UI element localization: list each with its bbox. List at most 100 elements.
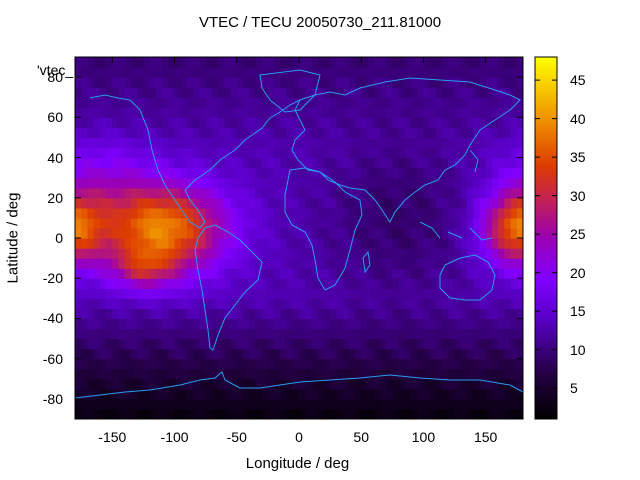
heatmap-cell [255,227,263,239]
heatmap-cell [373,77,381,88]
heatmap-cell [292,227,300,239]
heatmap-cell [305,238,313,249]
heatmap-cell [180,127,188,139]
heatmap-cell [504,127,512,139]
heatmap-cell [311,388,319,400]
heatmap-cell [187,217,194,229]
heatmap-cell [336,147,344,159]
heatmap-cell [379,137,387,149]
heatmap-cell [149,77,157,88]
heatmap-cell [467,197,474,209]
heatmap-cell [236,408,244,419]
heatmap-cell [75,77,82,88]
heatmap-cell [236,117,244,128]
heatmap-cell [99,278,107,289]
heatmap-cell [131,378,138,390]
heatmap-cell [417,137,425,149]
heatmap-cell [236,197,244,209]
heatmap-cell [249,187,257,199]
heatmap-cell [448,248,456,259]
coastlines [75,69,523,399]
heatmap-cell [255,127,263,139]
heatmap-cell [379,268,387,279]
heatmap-cell [261,408,269,419]
heatmap-cell [243,57,250,68]
heatmap-cell [261,57,269,68]
heatmap-cell [423,177,431,189]
heatmap-cell [187,318,194,330]
heatmap-cell [162,398,169,410]
heatmap-cell [460,238,468,249]
heatmap-cell [267,87,275,98]
heatmap-cell [386,207,393,219]
heatmap-cell [261,288,269,299]
heatmap-cell [162,57,169,68]
heatmap-cell [143,308,151,320]
heatmap-cell [411,348,418,360]
heatmap-cell [404,358,412,370]
heatmap-cell [124,117,132,128]
heatmap-cell [467,87,474,98]
heatmap-cell [224,157,232,169]
heatmap-cell [317,217,325,229]
heatmap-cell [355,87,362,98]
heatmap-cell [423,147,431,159]
heatmap-cell [199,117,207,128]
heatmap-cell [479,248,487,259]
heatmap-cell [311,217,319,229]
heatmap-cell [442,97,449,108]
heatmap-cell [442,77,449,88]
heatmap-cell [261,248,269,259]
heatmap-cell [193,87,201,98]
heatmap-cell [460,358,468,370]
heatmap-cell [442,298,449,309]
heatmap-cell [361,137,369,149]
heatmap-cell [386,107,393,118]
heatmap-cell [404,87,412,98]
heatmap-cell [155,328,163,340]
heatmap-cell [211,87,219,98]
heatmap-cell [504,408,512,419]
heatmap-cell [317,207,325,219]
heatmap-cell [124,157,132,169]
heatmap-cell [199,87,207,98]
heatmap-cell [392,147,400,159]
heatmap-cell [485,408,493,419]
heatmap-cell [274,298,281,309]
heatmap-cell [118,57,126,68]
heatmap-cell [162,87,169,98]
heatmap-cell [218,268,225,279]
heatmap-cell [386,258,393,269]
heatmap-cell [180,388,188,400]
heatmap-cell [87,268,95,279]
heatmap-cell [299,187,306,199]
heatmap-cell [137,308,145,320]
heatmap-cell [243,378,250,390]
heatmap-cell [411,207,418,219]
heatmap-cell [81,318,89,330]
heatmap-cell [317,318,325,330]
heatmap-cell [423,117,431,128]
heatmap-cell [498,408,505,419]
heatmap-cell [81,217,89,229]
heatmap-cell [274,328,281,340]
heatmap-cell [423,298,431,309]
heatmap-cell [305,177,313,189]
heatmap-cell [106,248,113,259]
heatmap-cell [299,197,306,209]
heatmap-cell [193,107,201,118]
heatmap-cell [224,187,232,199]
heatmap-cell [516,117,523,128]
heatmap-cell [267,137,275,149]
heatmap-cell [454,278,462,289]
heatmap-cell [479,358,487,370]
heatmap-cell [87,338,95,350]
heatmap-cell [485,288,493,299]
heatmap-cell [411,308,418,320]
heatmap-cell [392,217,400,229]
heatmap-cell [317,248,325,259]
heatmap-cell [305,408,313,419]
heatmap-cell [143,388,151,400]
heatmap-cell [286,107,294,118]
heatmap-cell [448,388,456,400]
